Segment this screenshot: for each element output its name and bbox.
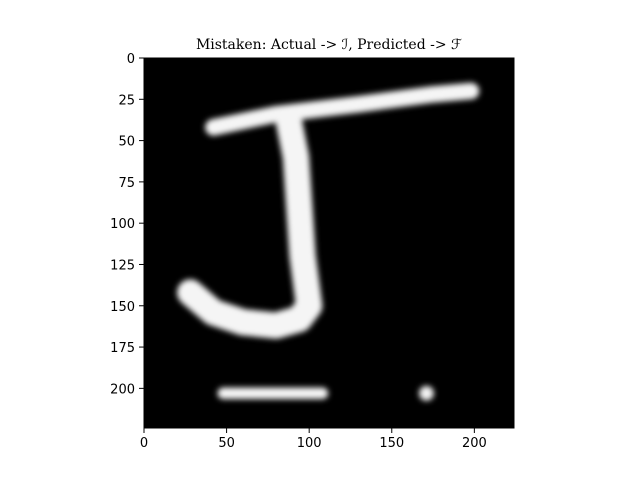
y-axis: 0 25 50 75 100 125 150 175 200: [110, 52, 144, 397]
image-stroke-1: [177, 110, 323, 339]
x-tick-label: 100: [297, 436, 322, 451]
x-axis: 0 50 100 150 200: [140, 428, 487, 451]
y-tick-label: 0: [127, 52, 135, 67]
axes-frame: [143, 57, 515, 429]
image-stroke-0: [205, 82, 480, 136]
x-tick-label: 50: [218, 436, 235, 451]
y-tick-label: 175: [110, 341, 135, 356]
image-strokes: [177, 82, 480, 401]
y-tick-label: 200: [110, 382, 135, 397]
y-tick-label: 125: [110, 258, 135, 273]
plot-area: [143, 57, 515, 429]
x-tick-label: 0: [140, 436, 148, 451]
x-tick-label: 200: [462, 436, 487, 451]
chart-title: Mistaken: Actual -> ℐ, Predicted -> ℱ: [196, 37, 462, 53]
image-background: [144, 58, 514, 428]
y-tick-label: 25: [118, 93, 135, 108]
x-tick-label: 150: [379, 436, 404, 451]
image-dot-3: [419, 385, 434, 401]
y-tick-label: 75: [118, 176, 135, 191]
stroke-group: [177, 82, 480, 401]
y-tick-label: 150: [110, 300, 135, 315]
y-tick-label: 100: [110, 217, 135, 232]
y-tick-label: 50: [118, 135, 135, 150]
